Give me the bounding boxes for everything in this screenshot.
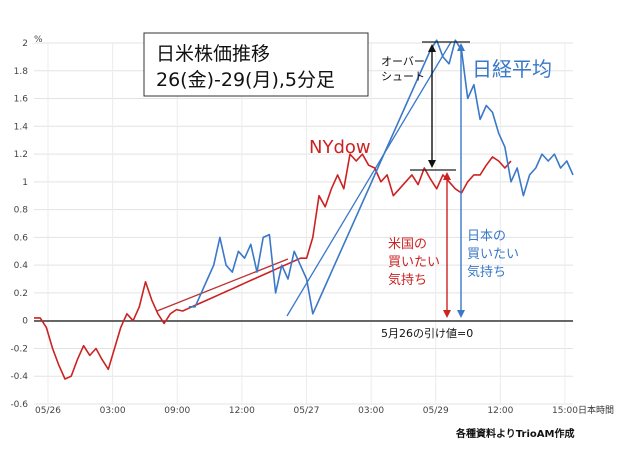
x-tick-label: 03:00 [100, 406, 126, 416]
japan-trend-line [286, 41, 452, 317]
us-buy-arrow-up-head [443, 172, 451, 180]
x-tick-label: 05/26 [35, 406, 61, 416]
annotation-line: 気持ち [467, 264, 506, 280]
annotation-jp-buy: 日本の買いたい気持ち [467, 229, 519, 280]
annotation-line: シュート [381, 70, 425, 83]
us-trend-line [156, 258, 289, 312]
x-tick-label: 03:00 [358, 406, 384, 416]
y-tick-label: 0.8 [14, 206, 29, 216]
y-tick-label: -0.2 [10, 344, 28, 354]
us-buy-arrow-down-head [443, 310, 451, 318]
x-tick-label: 05/29 [423, 406, 449, 416]
jp-buy-arrow-up-head [457, 43, 465, 51]
annotation-baseline: 5月26の引け値=0 [381, 326, 473, 340]
annotation-line: 買いたい [467, 247, 519, 262]
x-tick-labels: 05/26 03:00 09:00 12:00 05/27 03:00 05/29 12:00… [35, 406, 578, 416]
y-tick-labels: 2 1.8 1.6 1.4 1.2 1 0.8 0.6 0.4 0.2 0 -0.2 -0.4 -0.6 [10, 39, 28, 410]
y-tick-label: -0.6 [10, 400, 28, 410]
annotation-line: 気持ち [388, 272, 427, 288]
y-tick-label: 1.2 [14, 150, 28, 160]
x-axis-note: 日本時間 [578, 404, 614, 416]
y-tick-label: 1.8 [14, 67, 29, 77]
y-tick-label: 0.6 [14, 233, 29, 243]
series-label-nydow: NYdow [309, 137, 371, 158]
annotation-line: オーバー [381, 55, 425, 68]
annotation-line: 買いたい [388, 255, 440, 270]
jp-buy-arrow-down-head [457, 310, 465, 318]
y-tick-label: 0.4 [14, 261, 29, 271]
series-group [34, 39, 574, 380]
x-tick-label: 12:00 [487, 406, 513, 416]
y-tick-label: 1 [22, 178, 28, 188]
chart-title: 日米株価推移 [156, 43, 270, 65]
y-tick-label: -0.4 [10, 372, 28, 382]
series-line-nikkei [188, 39, 574, 315]
y-tick-label: 0 [22, 317, 28, 327]
overshoot-arrow-up-head [428, 44, 436, 52]
y-tick-label: 1.4 [14, 122, 29, 132]
x-tick-label: 05/27 [294, 406, 320, 416]
y-tick-label: 1.6 [14, 95, 29, 105]
series-label-nikkei: 日経平均 [472, 57, 552, 81]
title-box [143, 32, 369, 97]
overshoot-arrow-down-head [428, 160, 436, 168]
x-tick-label: 12:00 [229, 406, 255, 416]
annotation-us-buy: 米国の買いたい気持ち [388, 237, 440, 288]
credit-text: 各種資料よりTrioAM作成 [455, 427, 574, 440]
x-tick-label: 09:00 [164, 406, 190, 416]
y-tick-label: 0.2 [14, 289, 28, 299]
x-tick-label: 15:00 [552, 406, 578, 416]
y-tick-label: 2 [22, 39, 28, 49]
y-unit-label: % [34, 35, 43, 45]
annotation-line: 日本の [467, 229, 506, 244]
annotation-line: 米国の [388, 237, 427, 252]
annotation-overshoot: オーバーシュート [381, 55, 425, 83]
chart-subtitle: 26(金)-29(月),5分足 [156, 69, 335, 91]
